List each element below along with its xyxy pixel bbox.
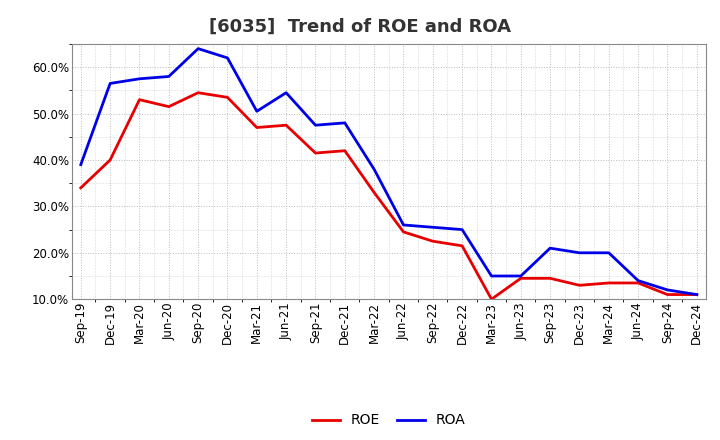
ROA	[575, 250, 584, 256]
ROA	[487, 273, 496, 279]
ROA	[634, 278, 642, 283]
ROE	[428, 238, 437, 244]
ROE	[575, 282, 584, 288]
ROE	[663, 292, 672, 297]
ROA	[282, 90, 290, 95]
ROA	[223, 55, 232, 61]
ROA	[605, 250, 613, 256]
ROE	[634, 280, 642, 286]
Line: ROA: ROA	[81, 49, 697, 294]
ROE	[370, 190, 379, 195]
ROA	[458, 227, 467, 232]
ROA	[516, 273, 525, 279]
ROA	[546, 246, 554, 251]
ROA	[370, 167, 379, 172]
ROE	[605, 280, 613, 286]
ROA	[341, 120, 349, 125]
ROA	[663, 287, 672, 293]
ROA	[135, 76, 144, 81]
ROA	[428, 225, 437, 230]
ROE	[106, 158, 114, 163]
ROE	[282, 123, 290, 128]
ROE	[516, 276, 525, 281]
ROE	[253, 125, 261, 130]
ROE	[458, 243, 467, 249]
ROA	[76, 162, 85, 167]
ROE	[223, 95, 232, 100]
ROE	[164, 104, 173, 109]
ROE	[341, 148, 349, 154]
ROA	[399, 222, 408, 227]
ROE	[135, 97, 144, 103]
ROE	[546, 276, 554, 281]
ROE	[487, 297, 496, 302]
ROA	[693, 292, 701, 297]
ROA	[106, 81, 114, 86]
ROE	[194, 90, 202, 95]
ROE	[311, 150, 320, 156]
ROA	[253, 109, 261, 114]
Legend: ROE, ROA: ROE, ROA	[312, 413, 466, 427]
Line: ROE: ROE	[81, 93, 697, 299]
ROA	[164, 74, 173, 79]
ROA	[194, 46, 202, 51]
ROE	[693, 292, 701, 297]
Text: [6035]  Trend of ROE and ROA: [6035] Trend of ROE and ROA	[209, 18, 511, 36]
ROA	[311, 123, 320, 128]
ROE	[76, 185, 85, 191]
ROE	[399, 229, 408, 235]
